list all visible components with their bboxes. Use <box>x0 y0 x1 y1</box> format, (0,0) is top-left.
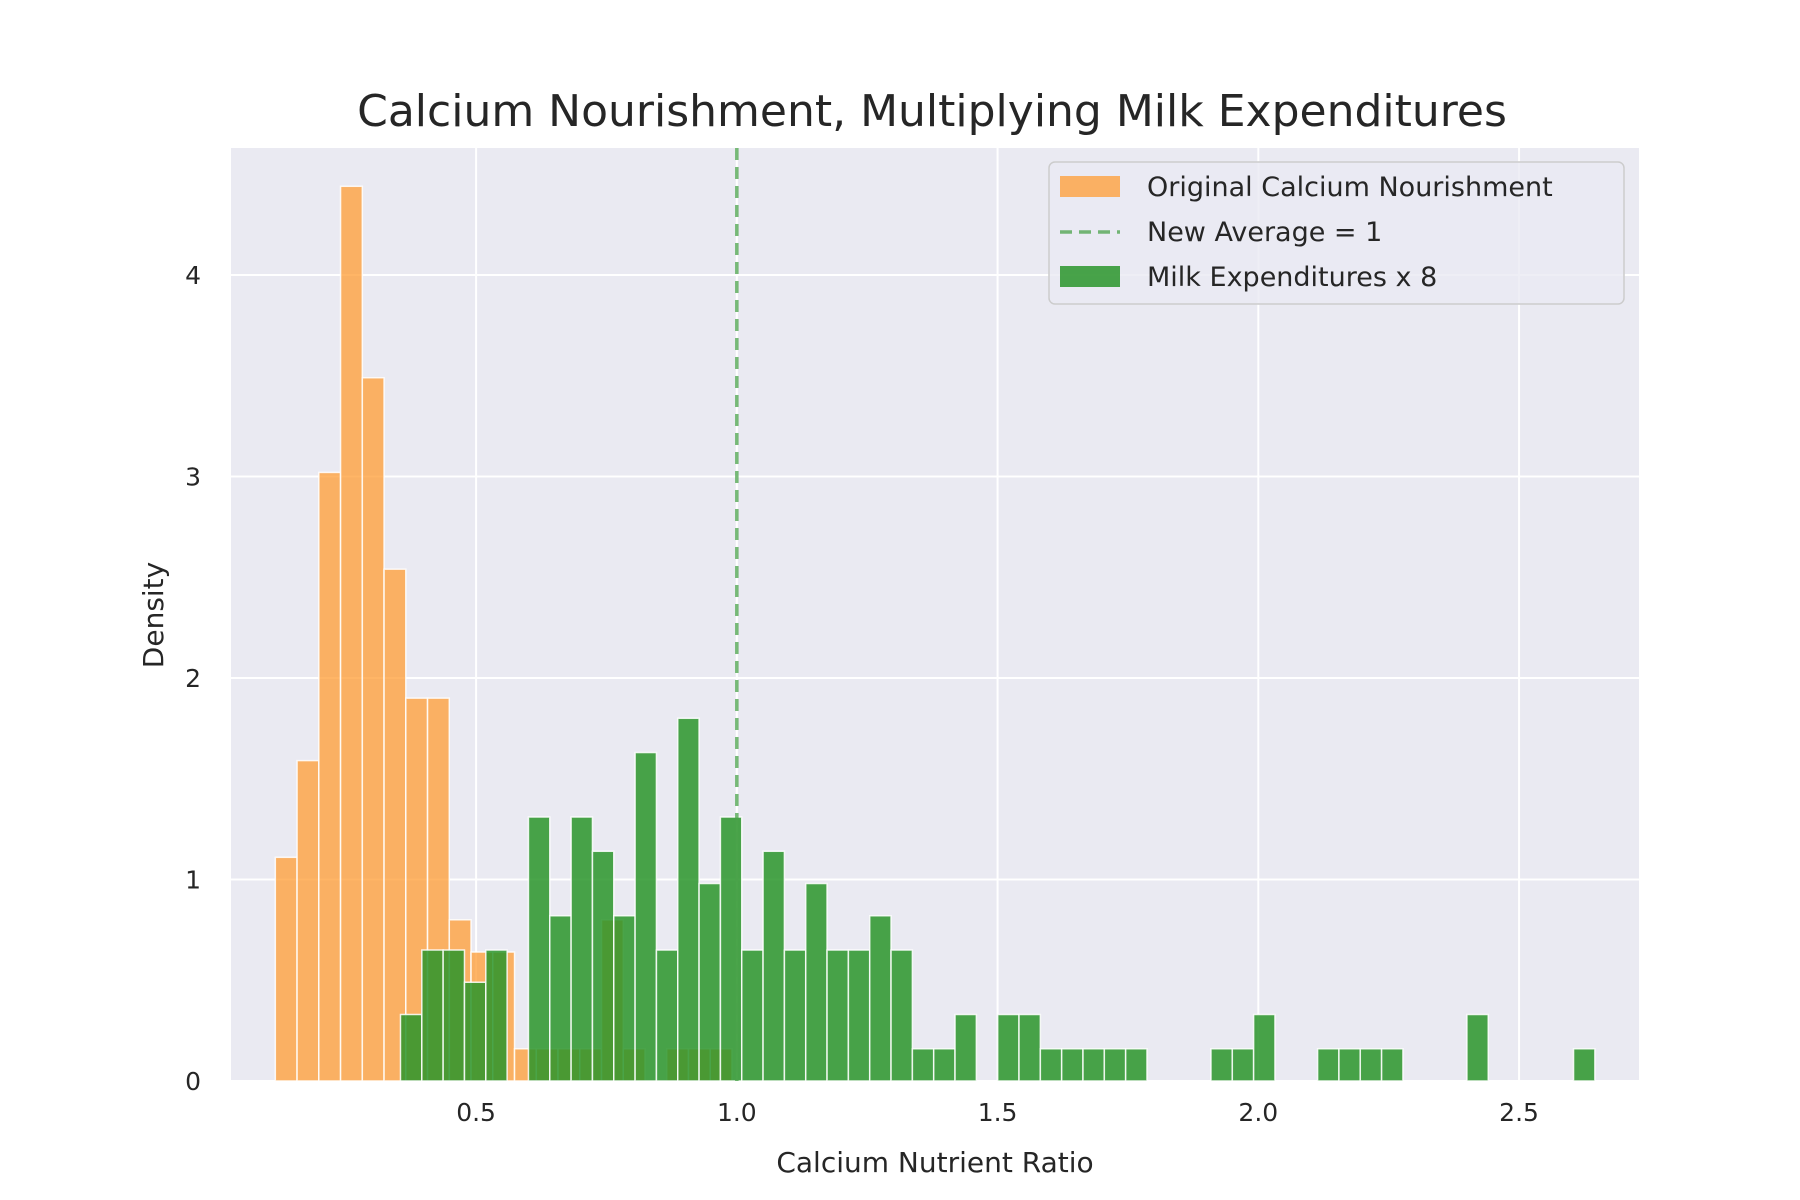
legend-box <box>1048 161 1625 305</box>
bar-milk <box>1380 1048 1404 1082</box>
y-tick-label: 3 <box>185 462 201 491</box>
bar-milk <box>1210 1048 1234 1082</box>
bar-milk <box>698 882 722 1082</box>
x-tick-label: 0.5 <box>456 1098 496 1127</box>
bar-milk <box>442 949 466 1082</box>
bar-milk <box>655 949 679 1082</box>
legend-label-milk: Milk Expenditures x 8 <box>1147 262 1437 293</box>
bar-original <box>296 759 320 1082</box>
y-tick-label: 4 <box>185 261 201 290</box>
bar-milk <box>634 751 658 1082</box>
bar-milk <box>677 717 700 1082</box>
legend-label-average: New Average = 1 <box>1147 217 1382 248</box>
bar-milk <box>762 850 786 1082</box>
x-tick-label: 1.5 <box>978 1098 1018 1127</box>
bar-milk <box>1466 1013 1489 1082</box>
bar-milk <box>485 949 508 1082</box>
bar-milk <box>1231 1048 1255 1082</box>
bar-milk <box>740 949 764 1082</box>
bar-milk <box>1338 1048 1362 1082</box>
bar-milk <box>463 981 487 1082</box>
chart-title: Calcium Nourishment, Multiplying Milk Ex… <box>357 86 1507 137</box>
bar-original <box>318 471 342 1082</box>
y-axis-ticks: 0 1 2 3 4 <box>185 261 201 1096</box>
bar-milk <box>996 1013 1020 1082</box>
bar-original <box>361 376 385 1082</box>
y-axis-label: Density <box>137 562 170 668</box>
y-tick-label: 0 <box>185 1067 201 1096</box>
bar-milk <box>868 915 892 1082</box>
legend-swatch-milk <box>1060 266 1120 287</box>
x-axis-label: Calcium Nutrient Ratio <box>776 1146 1093 1179</box>
x-tick-label: 2.5 <box>1499 1098 1539 1127</box>
bar-milk <box>613 915 636 1082</box>
bar-milk <box>549 915 572 1082</box>
y-tick-label: 2 <box>185 664 201 693</box>
bar-milk <box>1018 1013 1042 1082</box>
bar-milk <box>804 882 828 1082</box>
bar-milk <box>911 1048 935 1082</box>
x-tick-label: 1.0 <box>717 1098 757 1127</box>
bar-milk <box>1060 1048 1084 1082</box>
bar-milk <box>421 949 444 1082</box>
series-milk-bars <box>399 717 1596 1082</box>
bar-milk <box>1103 1048 1127 1082</box>
bar-milk <box>570 816 594 1082</box>
bar-original <box>383 568 407 1082</box>
bar-milk <box>399 1013 423 1082</box>
bar-milk <box>954 1013 978 1082</box>
bar-milk <box>1082 1048 1106 1082</box>
bar-original <box>339 185 364 1082</box>
bar-milk <box>1252 1013 1276 1082</box>
bar-milk <box>1039 1048 1063 1082</box>
bar-milk <box>1124 1048 1148 1082</box>
bar-milk <box>890 949 914 1082</box>
y-tick-label: 1 <box>185 865 201 894</box>
bar-milk <box>1316 1048 1340 1082</box>
bar-milk <box>591 850 615 1082</box>
bar-milk <box>719 816 743 1082</box>
bar-milk <box>932 1048 956 1082</box>
bar-milk <box>783 949 807 1082</box>
bar-milk <box>1359 1048 1383 1082</box>
bar-milk <box>527 816 551 1082</box>
legend: Original Calcium Nourishment New Average… <box>1048 161 1625 305</box>
legend-label-original: Original Calcium Nourishment <box>1147 172 1553 203</box>
bar-milk <box>826 949 850 1082</box>
bar-milk <box>1572 1048 1596 1082</box>
legend-swatch-original <box>1060 176 1120 197</box>
x-tick-label: 2.0 <box>1238 1098 1278 1127</box>
bar-original <box>274 856 298 1082</box>
bar-milk <box>847 949 871 1082</box>
series-original-bars <box>274 185 733 1082</box>
x-axis-ticks: 0.5 1.0 1.5 2.0 2.5 <box>456 1098 1539 1127</box>
